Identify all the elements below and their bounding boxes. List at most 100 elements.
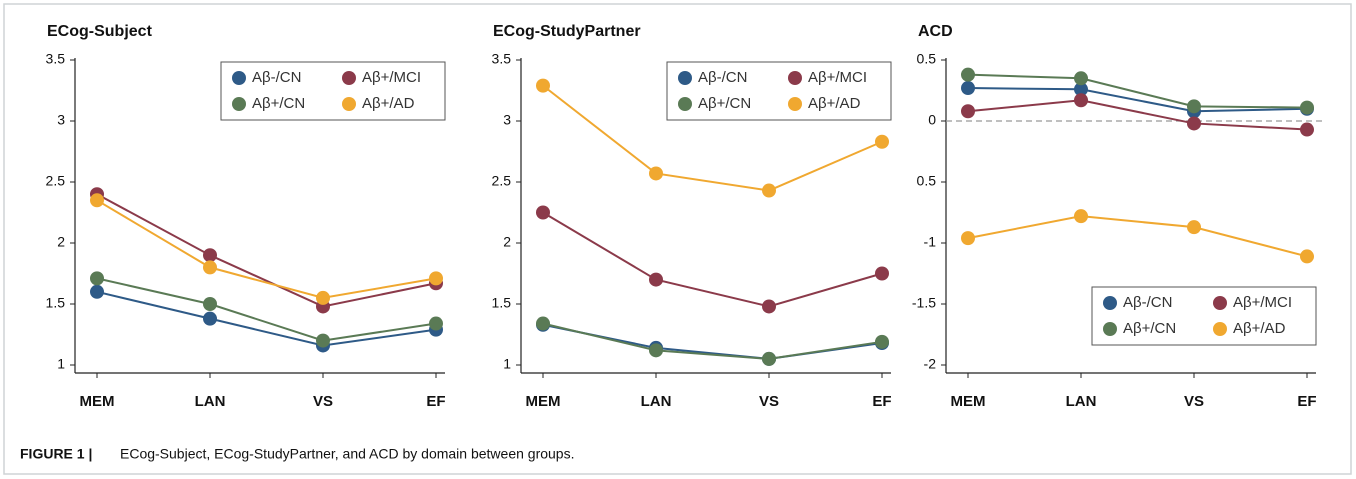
data-point xyxy=(429,316,443,331)
chart-title: ECog-Subject xyxy=(47,23,153,40)
series-line xyxy=(96,290,437,347)
data-point xyxy=(536,205,550,220)
data-point xyxy=(536,316,550,331)
legend-label: Aβ+/AD xyxy=(1233,320,1286,337)
y-tick-label: 3.5 xyxy=(492,51,512,67)
data-point xyxy=(1187,220,1201,235)
x-tick-label: EF xyxy=(1297,393,1316,410)
legend-box xyxy=(220,61,446,121)
data-point xyxy=(316,333,330,348)
series-line xyxy=(96,193,437,308)
legend-label: Aβ-/CN xyxy=(1123,294,1172,311)
y-tick-label: 3 xyxy=(57,112,65,128)
data-point xyxy=(1074,93,1088,108)
data-point xyxy=(1187,116,1201,131)
legend-marker xyxy=(232,71,246,85)
data-point xyxy=(762,351,776,366)
caption-label: FIGURE 1 | xyxy=(20,446,92,462)
series-line xyxy=(542,322,883,360)
y-tick-label: 3.5 xyxy=(46,51,66,67)
data-point xyxy=(649,272,663,287)
legend-marker xyxy=(232,97,246,111)
y-tick-label: -2 xyxy=(924,356,937,372)
series-line xyxy=(542,211,883,308)
legend-marker xyxy=(678,97,692,111)
legend-label: Aβ+/CN xyxy=(698,95,751,112)
chart-title: ECog-StudyPartner xyxy=(493,23,641,40)
y-tick-label: 2 xyxy=(503,234,511,250)
legend-label: Aβ+/AD xyxy=(362,95,415,112)
x-tick-label: MEM xyxy=(80,393,115,410)
y-tick-label: 0 xyxy=(928,112,936,128)
data-point xyxy=(961,67,975,82)
y-tick-label: 1 xyxy=(503,356,511,372)
data-point xyxy=(1300,100,1314,115)
x-tick-label: LAN xyxy=(641,393,672,410)
legend-label: Aβ+/CN xyxy=(252,95,305,112)
data-point xyxy=(203,311,217,326)
chart-title: ACD xyxy=(918,23,953,40)
legend-marker xyxy=(1213,296,1227,310)
series-line xyxy=(542,84,883,192)
legend-label: Aβ+/MCI xyxy=(362,69,421,86)
data-point xyxy=(762,299,776,314)
y-tick-label: 2.5 xyxy=(492,173,512,189)
y-tick-label: 0.5 xyxy=(917,51,937,67)
data-point xyxy=(316,290,330,305)
data-point xyxy=(875,134,889,149)
legend-label: Aβ+/CN xyxy=(1123,320,1176,337)
x-tick-label: EF xyxy=(872,393,891,410)
legend-marker xyxy=(342,97,356,111)
data-point xyxy=(203,248,217,263)
data-point xyxy=(649,343,663,358)
data-point xyxy=(961,231,975,246)
y-tick-label: 2.5 xyxy=(46,173,66,189)
y-tick-label: 1 xyxy=(57,356,65,372)
data-point xyxy=(649,166,663,181)
series-line xyxy=(967,99,1308,131)
series-line xyxy=(967,215,1308,258)
legend-box xyxy=(1091,286,1317,346)
legend-marker xyxy=(342,71,356,85)
legend-label: Aβ+/MCI xyxy=(808,69,867,86)
legend-label: Aβ+/MCI xyxy=(1233,294,1292,311)
data-point xyxy=(90,271,104,286)
legend-box xyxy=(666,61,892,121)
data-point xyxy=(203,260,217,275)
data-point xyxy=(1074,82,1088,97)
x-tick-label: MEM xyxy=(951,393,986,410)
data-point xyxy=(961,104,975,119)
data-point xyxy=(536,78,550,93)
series-line xyxy=(967,87,1308,113)
caption: ECog-Subject, ECog-StudyPartner, and ACD… xyxy=(120,446,574,462)
legend-marker xyxy=(1213,322,1227,336)
y-tick-label: 1.5 xyxy=(46,295,66,311)
x-tick-label: VS xyxy=(759,393,779,410)
data-point xyxy=(1074,71,1088,86)
x-tick-label: VS xyxy=(1184,393,1204,410)
y-tick-label: 1.5 xyxy=(492,295,512,311)
legend-marker xyxy=(788,97,802,111)
data-point xyxy=(762,183,776,198)
legend-marker xyxy=(788,71,802,85)
figure-frame xyxy=(3,3,1352,475)
data-point xyxy=(203,297,217,311)
y-tick-label: 2 xyxy=(57,234,65,250)
legend-label: Aβ+/AD xyxy=(808,95,861,112)
data-point xyxy=(875,266,889,281)
series-line xyxy=(967,73,1308,109)
x-tick-label: MEM xyxy=(526,393,561,410)
data-point xyxy=(961,81,975,96)
x-tick-label: LAN xyxy=(1066,393,1097,410)
x-tick-label: EF xyxy=(426,393,445,410)
legend-marker xyxy=(678,71,692,85)
data-point xyxy=(90,193,104,208)
legend-label: Aβ-/CN xyxy=(698,69,747,86)
series-line xyxy=(96,277,437,342)
legend-marker xyxy=(1103,322,1117,336)
data-point xyxy=(1300,122,1314,137)
y-tick-label: 0.5 xyxy=(917,173,937,189)
x-tick-label: LAN xyxy=(195,393,226,410)
y-tick-label: -1.5 xyxy=(912,295,936,311)
